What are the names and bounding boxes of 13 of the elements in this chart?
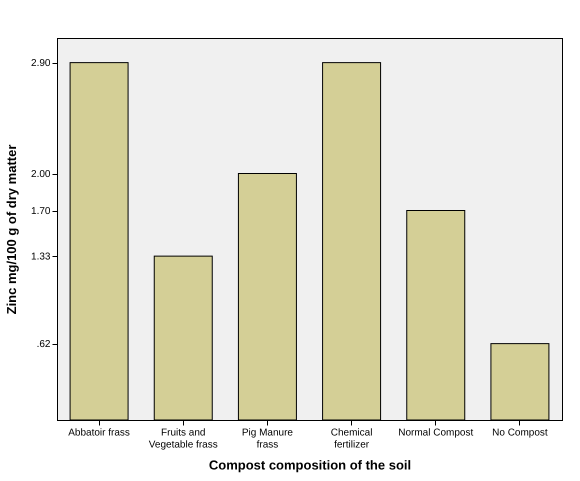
y-tick-label: .62 <box>36 339 51 350</box>
x-tick-label: Chemical fertilizer <box>330 428 372 450</box>
x-axis-title: Compost composition of the soil <box>208 458 412 472</box>
y-tick-label: 1.33 <box>31 252 51 263</box>
y-tick-label: 2.00 <box>31 169 51 180</box>
y-tick-label: 2.90 <box>31 58 51 70</box>
y-axis-title: Zinc mg/100 g of dry matter <box>4 144 20 314</box>
y-tick-label: 1.70 <box>31 206 51 218</box>
x-tick-label: Abbatoir frass <box>68 428 130 438</box>
x-tick-label: No Compost <box>492 428 548 438</box>
x-tick-label: Fruits and Vegetable frass <box>148 428 218 450</box>
x-tick-label: Pig Manure frass <box>242 428 294 450</box>
x-tick-label: Normal Compost <box>398 428 474 438</box>
